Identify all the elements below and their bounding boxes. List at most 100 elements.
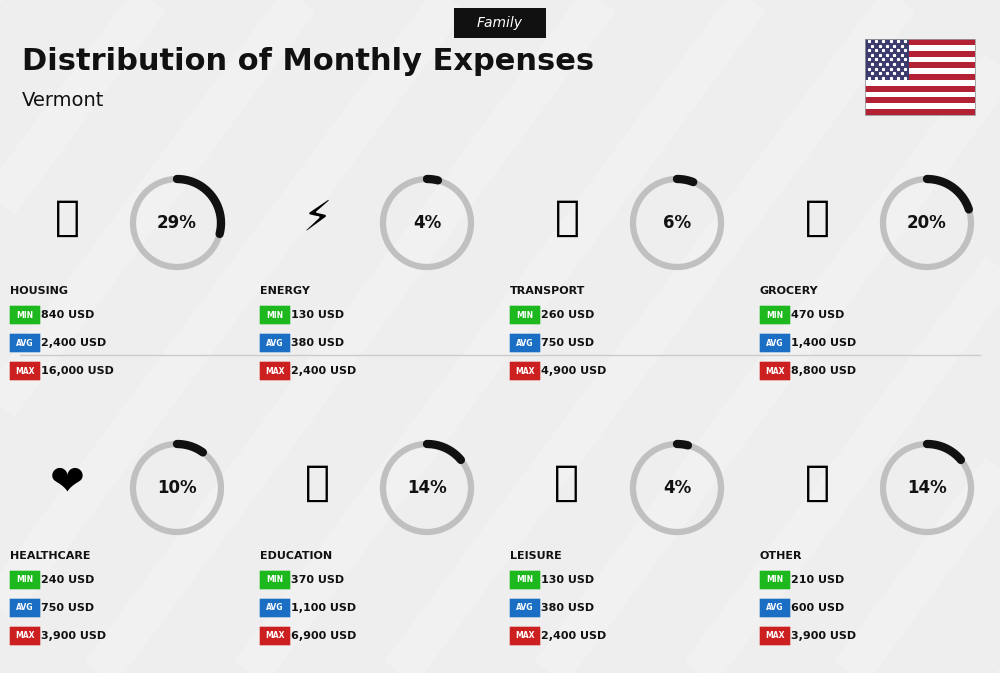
Text: MAX: MAX — [265, 631, 285, 641]
Text: MIN: MIN — [266, 575, 284, 584]
Text: AVG: AVG — [766, 339, 784, 347]
Text: 🚌: 🚌 — [554, 197, 580, 239]
Text: 2,400 USD: 2,400 USD — [541, 631, 606, 641]
FancyBboxPatch shape — [865, 109, 975, 115]
Text: EDUCATION: EDUCATION — [260, 551, 332, 561]
Text: 4,900 USD: 4,900 USD — [541, 366, 606, 376]
Text: 👜: 👜 — [804, 462, 830, 504]
Text: MAX: MAX — [765, 631, 785, 641]
FancyBboxPatch shape — [10, 306, 40, 324]
Text: 370 USD: 370 USD — [291, 575, 344, 585]
Text: HOUSING: HOUSING — [10, 286, 68, 296]
Text: AVG: AVG — [16, 339, 34, 347]
Text: 3,900 USD: 3,900 USD — [791, 631, 856, 641]
FancyBboxPatch shape — [865, 104, 975, 109]
FancyBboxPatch shape — [760, 306, 790, 324]
Text: AVG: AVG — [516, 339, 534, 347]
FancyBboxPatch shape — [760, 571, 790, 590]
Text: 380 USD: 380 USD — [541, 603, 594, 613]
Text: AVG: AVG — [266, 604, 284, 612]
Text: AVG: AVG — [516, 604, 534, 612]
Text: 10%: 10% — [157, 479, 197, 497]
FancyBboxPatch shape — [260, 306, 290, 324]
FancyBboxPatch shape — [760, 361, 790, 380]
Text: 🛍️: 🛍️ — [554, 462, 580, 504]
Text: MAX: MAX — [15, 631, 35, 641]
FancyBboxPatch shape — [865, 68, 975, 74]
Text: HEALTHCARE: HEALTHCARE — [10, 551, 90, 561]
FancyBboxPatch shape — [510, 334, 540, 352]
Text: OTHER: OTHER — [760, 551, 802, 561]
FancyBboxPatch shape — [10, 627, 40, 645]
FancyBboxPatch shape — [865, 39, 909, 80]
Text: 750 USD: 750 USD — [41, 603, 94, 613]
Text: 130 USD: 130 USD — [541, 575, 594, 585]
FancyBboxPatch shape — [865, 50, 975, 57]
FancyBboxPatch shape — [510, 599, 540, 617]
Text: LEISURE: LEISURE — [510, 551, 562, 561]
Text: MAX: MAX — [515, 631, 535, 641]
Text: TRANSPORT: TRANSPORT — [510, 286, 585, 296]
Text: 840 USD: 840 USD — [41, 310, 94, 320]
FancyBboxPatch shape — [865, 45, 975, 50]
Text: 🎓: 🎓 — [304, 462, 330, 504]
Text: MIN: MIN — [766, 575, 784, 584]
Text: 2,400 USD: 2,400 USD — [291, 366, 356, 376]
FancyBboxPatch shape — [10, 571, 40, 590]
FancyBboxPatch shape — [10, 361, 40, 380]
Text: 6%: 6% — [663, 214, 691, 232]
FancyBboxPatch shape — [865, 98, 975, 104]
FancyBboxPatch shape — [865, 80, 975, 85]
FancyBboxPatch shape — [865, 92, 975, 98]
Text: Vermont: Vermont — [22, 90, 104, 110]
FancyBboxPatch shape — [510, 627, 540, 645]
Text: MIN: MIN — [516, 575, 534, 584]
Text: 14%: 14% — [907, 479, 947, 497]
Text: 600 USD: 600 USD — [791, 603, 844, 613]
Text: 1,400 USD: 1,400 USD — [791, 338, 856, 348]
Text: 750 USD: 750 USD — [541, 338, 594, 348]
Text: 380 USD: 380 USD — [291, 338, 344, 348]
FancyBboxPatch shape — [510, 306, 540, 324]
Text: 8,800 USD: 8,800 USD — [791, 366, 856, 376]
FancyBboxPatch shape — [260, 334, 290, 352]
FancyBboxPatch shape — [10, 334, 40, 352]
Text: 14%: 14% — [407, 479, 447, 497]
FancyBboxPatch shape — [260, 361, 290, 380]
Text: 240 USD: 240 USD — [41, 575, 94, 585]
FancyBboxPatch shape — [865, 85, 975, 92]
Text: 29%: 29% — [157, 214, 197, 232]
FancyBboxPatch shape — [260, 627, 290, 645]
Text: 16,000 USD: 16,000 USD — [41, 366, 114, 376]
Text: 2,400 USD: 2,400 USD — [41, 338, 106, 348]
Text: ⚡: ⚡ — [302, 197, 332, 239]
Text: MAX: MAX — [515, 367, 535, 376]
Text: MIN: MIN — [766, 310, 784, 320]
Text: MIN: MIN — [516, 310, 534, 320]
FancyBboxPatch shape — [760, 627, 790, 645]
Text: ENERGY: ENERGY — [260, 286, 310, 296]
Text: ❤️: ❤️ — [50, 462, 84, 504]
Text: MIN: MIN — [266, 310, 284, 320]
Text: 🛒: 🛒 — [804, 197, 830, 239]
Text: 130 USD: 130 USD — [291, 310, 344, 320]
FancyBboxPatch shape — [10, 599, 40, 617]
Text: MIN: MIN — [16, 310, 34, 320]
Text: 1,100 USD: 1,100 USD — [291, 603, 356, 613]
Text: 20%: 20% — [907, 214, 947, 232]
Text: MAX: MAX — [265, 367, 285, 376]
FancyBboxPatch shape — [865, 57, 975, 63]
FancyBboxPatch shape — [865, 74, 975, 80]
FancyBboxPatch shape — [260, 571, 290, 590]
Text: 470 USD: 470 USD — [791, 310, 844, 320]
FancyBboxPatch shape — [865, 63, 975, 68]
Text: MIN: MIN — [16, 575, 34, 584]
FancyBboxPatch shape — [510, 571, 540, 590]
Text: MAX: MAX — [15, 367, 35, 376]
Text: AVG: AVG — [16, 604, 34, 612]
Text: Distribution of Monthly Expenses: Distribution of Monthly Expenses — [22, 46, 594, 75]
Text: 4%: 4% — [663, 479, 691, 497]
Text: AVG: AVG — [266, 339, 284, 347]
FancyBboxPatch shape — [260, 599, 290, 617]
FancyBboxPatch shape — [865, 39, 975, 45]
